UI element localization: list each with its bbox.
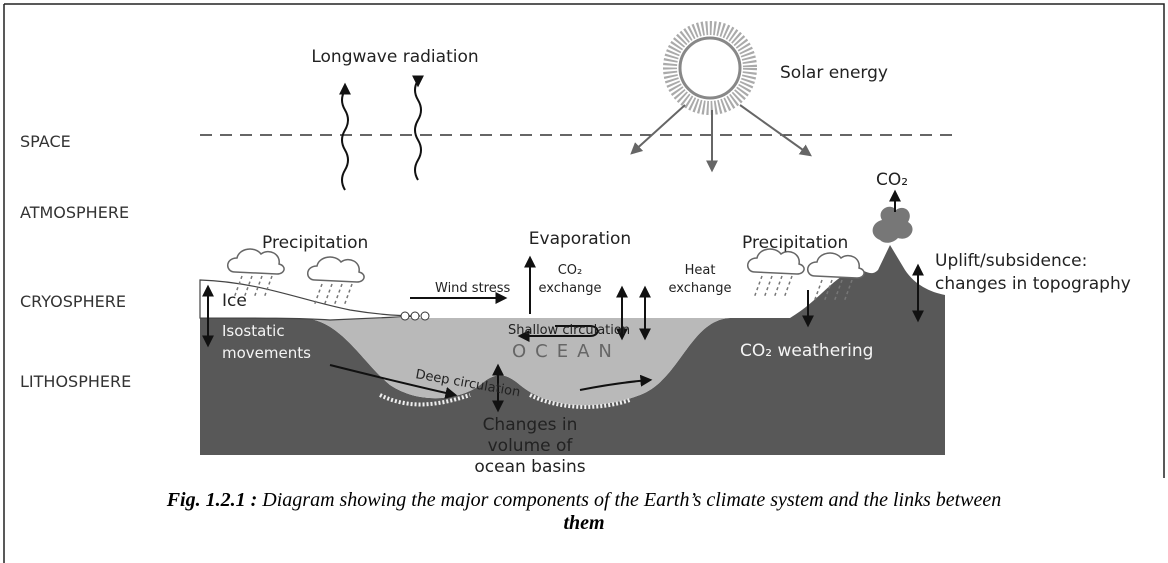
clouds	[227, 248, 865, 283]
ice	[199, 279, 421, 321]
co2-weathering: CO₂ weathering	[740, 341, 873, 361]
lithosphere	[200, 245, 945, 455]
uplift: Uplift/subsidence: changes in topography	[935, 251, 1131, 294]
solar-arrow	[739, 104, 812, 157]
ice-label: Ice	[222, 291, 247, 311]
layer-label: CRYOSPHERE	[20, 292, 126, 311]
layer-label: SPACE	[20, 132, 71, 151]
shallow-circulation: Shallow circulation	[508, 323, 630, 338]
solar-label: Solar energy	[780, 63, 888, 83]
precipitation-left: Precipitation	[262, 233, 368, 253]
sun-halo	[663, 21, 757, 115]
co2-exchange: CO₂ exchange	[538, 263, 601, 296]
ice-floe	[420, 311, 430, 321]
longwave-label: Longwave radiation	[311, 47, 478, 67]
ice-floe	[410, 311, 420, 321]
heat-exchange: Heat exchange	[668, 263, 731, 296]
wind-stress: Wind stress	[435, 281, 511, 296]
longwave-arrow	[412, 75, 424, 181]
volcano-plume	[872, 206, 913, 243]
caption: them	[563, 512, 604, 534]
sediment	[379, 393, 631, 409]
process-arrows	[202, 189, 924, 413]
caption: Fig. 1.2.1 : Diagram showing the major c…	[166, 489, 1002, 511]
basin-change: Changes in volume of ocean basins	[474, 415, 585, 477]
precipitation-right: Precipitation	[742, 233, 848, 253]
isostatic: Isostatic movements	[222, 322, 311, 362]
layer-label: ATMOSPHERE	[20, 203, 129, 222]
longwave-arrow	[339, 82, 351, 191]
ice-floe	[400, 311, 410, 321]
co2-volcano: CO₂	[876, 170, 908, 190]
solar-arrow	[630, 104, 686, 155]
layer-label: LITHOSPHERE	[20, 372, 131, 391]
frame	[4, 3, 1165, 478]
evaporation: Evaporation	[529, 229, 631, 249]
ocean-label: OCEAN	[512, 341, 621, 362]
sun	[678, 36, 742, 100]
